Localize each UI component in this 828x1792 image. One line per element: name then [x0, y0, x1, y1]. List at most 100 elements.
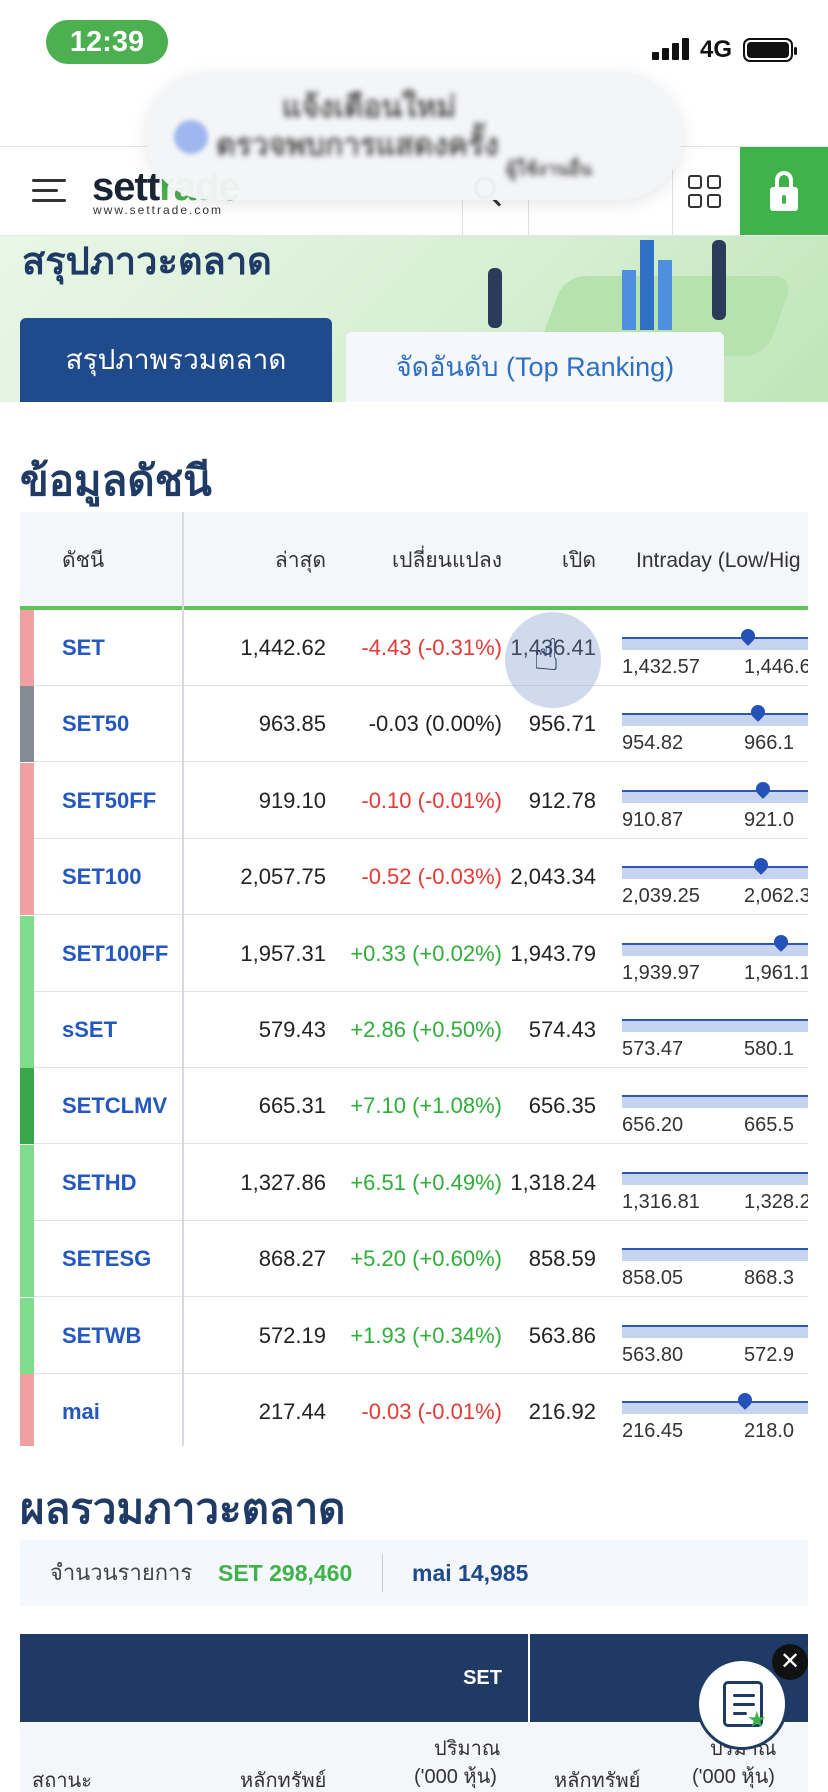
summary-subheader: สถานะ หลักทรัพย์ ปริมาณ ('000 หุ้น) หลัก… — [20, 1722, 808, 1792]
trend-strip — [20, 1221, 34, 1298]
intraday-low: 656.20 — [622, 1114, 684, 1137]
col-open[interactable]: เปิด — [561, 549, 596, 572]
document-icon — [723, 1681, 763, 1727]
index-row[interactable]: SET100 2,057.75 -0.52 (-0.03%) 2,043.34 2,03… — [20, 839, 808, 916]
trend-strip — [20, 915, 34, 992]
index-name[interactable]: SETHD — [62, 1169, 137, 1195]
intraday-high: 868.3 — [744, 1267, 795, 1290]
index-name[interactable]: SETESG — [62, 1246, 152, 1272]
index-row[interactable]: SETWB 572.19 +1.93 (+0.34%) 563.86 563.80 572… — [20, 1297, 808, 1374]
intraday-high: 966.1 — [744, 732, 795, 755]
intraday-low: 2,039.25 — [622, 885, 700, 908]
intraday-range-bar — [622, 1390, 808, 1414]
apps-grid-icon[interactable] — [688, 175, 722, 209]
intraday-low: 563.80 — [622, 1343, 684, 1366]
intraday-high: 572.9 — [744, 1343, 795, 1366]
intraday-high: 921.0 — [744, 808, 795, 831]
index-change: +1.93 (+0.34%) — [350, 1322, 502, 1348]
index-name[interactable]: SET100 — [62, 864, 142, 890]
index-change: -0.03 (-0.01%) — [361, 1399, 502, 1424]
index-open: 1,436.41 — [510, 635, 596, 660]
hero-title: สรุปภาวะตลาด — [22, 241, 272, 283]
index-open: 2,043.34 — [510, 864, 596, 890]
notification-extra: ผู้ใช้งานอื่น — [506, 159, 592, 179]
trend-strip — [20, 1068, 34, 1145]
network-label: 4G — [700, 36, 733, 63]
intraday-low: 1,432.57 — [622, 656, 700, 678]
watchlist-fab[interactable]: ★ — [696, 1658, 788, 1750]
table-frozen-divider — [182, 512, 184, 1446]
index-row[interactable]: SET50 963.85 -0.03 (0.00%) 956.71 954.82 966.… — [20, 686, 808, 763]
index-row[interactable]: SET100FF 1,957.31 +0.33 (+0.02%) 1,943.79 1,… — [20, 915, 808, 992]
trend-strip — [20, 839, 34, 916]
intraday-low: 910.87 — [622, 808, 684, 831]
index-name[interactable]: mai — [62, 1399, 100, 1424]
index-last: 2,057.75 — [240, 864, 326, 890]
index-open: 563.86 — [528, 1322, 596, 1348]
index-name[interactable]: SETCLMV — [62, 1093, 168, 1119]
tab-top-ranking[interactable]: จัดอันดับ (Top Ranking) — [346, 332, 724, 402]
hand-pointer-icon: ☝ — [533, 631, 560, 680]
index-row[interactable]: mai 217.44 -0.03 (-0.01%) 216.92 216.45 218.0 — [20, 1374, 808, 1446]
index-name[interactable]: sSET — [62, 1017, 118, 1042]
index-change: -4.43 (-0.31%) — [361, 635, 502, 660]
intraday-marker — [753, 778, 773, 799]
close-icon[interactable]: ✕ — [772, 1644, 808, 1680]
intraday-high: 1,446.6 — [744, 656, 808, 678]
col-volume-2: ('000 หุ้น) — [414, 1766, 497, 1788]
col-change[interactable]: เปลี่ยนแปลง — [391, 549, 502, 572]
menu-icon[interactable] — [32, 177, 66, 205]
index-row[interactable]: SET50FF 919.10 -0.10 (-0.01%) 912.78 910.87 9… — [20, 762, 808, 839]
index-row[interactable]: SETESG 868.27 +5.20 (+0.60%) 858.59 858.05 86… — [20, 1221, 808, 1298]
index-change: +0.33 (+0.02%) — [350, 940, 502, 966]
notification-banner[interactable]: แจ้งเตือนใหม่ ตรวจพบการแสดงครั้ง ผู้ใช้ง… — [146, 72, 682, 200]
index-table: ดัชนี ล่าสุด เปลี่ยนแปลง เปิด Intraday (… — [20, 512, 808, 1446]
lock-icon — [775, 171, 793, 191]
index-row[interactable]: sSET 579.43 +2.86 (+0.50%) 574.43 573.47 580.… — [20, 992, 808, 1068]
index-last: 1,442.62 — [240, 635, 326, 660]
trend-strip — [20, 686, 34, 763]
index-last: 1,327.86 — [240, 1169, 326, 1195]
intraday-low: 1,939.97 — [622, 961, 700, 984]
index-open: 1,943.79 — [510, 940, 596, 966]
trend-strip — [20, 762, 34, 839]
index-row[interactable]: SETHD 1,327.86 +6.51 (+0.49%) 1,318.24 1,316… — [20, 1144, 808, 1221]
col-securities-mai: หลักทรัพย์ — [554, 1770, 641, 1792]
summary-section-title: ผลรวมภาวะตลาด — [20, 1485, 346, 1532]
trend-strip — [20, 992, 34, 1068]
summary-table-header: SET — [20, 1634, 808, 1722]
tab-market-overview[interactable]: สรุปภาพรวมตลาด — [20, 318, 332, 402]
intraday-range-bar — [622, 1095, 808, 1109]
summary-header-set: SET — [463, 1667, 502, 1689]
col-last[interactable]: ล่าสุด — [274, 549, 326, 572]
intraday-range-bar — [622, 931, 808, 956]
index-change: -0.52 (-0.03%) — [361, 864, 502, 890]
intraday-high: 580.1 — [744, 1038, 795, 1060]
battery-icon — [743, 38, 797, 62]
intraday-range-bar — [622, 855, 808, 880]
intraday-range-bar — [622, 1019, 808, 1032]
index-name[interactable]: SETWB — [62, 1322, 142, 1348]
index-change: +2.86 (+0.50%) — [350, 1017, 502, 1042]
index-change: -0.10 (-0.01%) — [361, 787, 502, 813]
col-index[interactable]: ดัชนี — [62, 549, 105, 572]
index-open: 1,318.24 — [510, 1169, 596, 1195]
login-lock-button[interactable] — [740, 147, 828, 235]
index-last: 665.31 — [258, 1093, 326, 1119]
index-name[interactable]: SET — [62, 635, 105, 660]
col-volume-1: ปริมาณ — [434, 1738, 501, 1760]
col-intraday[interactable]: Intraday (Low/Hig — [636, 549, 801, 572]
index-row[interactable]: SET 1,442.62 -4.43 (-0.31%) 1,436.41 1,432.5… — [20, 610, 808, 686]
intraday-low: 858.05 — [622, 1267, 684, 1290]
logo-subtext: www.settrade.com — [93, 203, 224, 217]
index-name[interactable]: SET100FF — [62, 940, 169, 966]
index-open: 574.43 — [528, 1017, 596, 1042]
index-change: +6.51 (+0.49%) — [350, 1169, 502, 1195]
signal-icon — [652, 38, 692, 60]
index-name[interactable]: SET50FF — [62, 787, 157, 813]
index-name[interactable]: SET50 — [62, 711, 130, 737]
intraday-low: 1,316.81 — [622, 1190, 700, 1213]
index-open: 216.92 — [528, 1399, 596, 1424]
intraday-marker — [738, 626, 758, 646]
index-row[interactable]: SETCLMV 665.31 +7.10 (+1.08%) 656.35 656.20 6… — [20, 1068, 808, 1145]
